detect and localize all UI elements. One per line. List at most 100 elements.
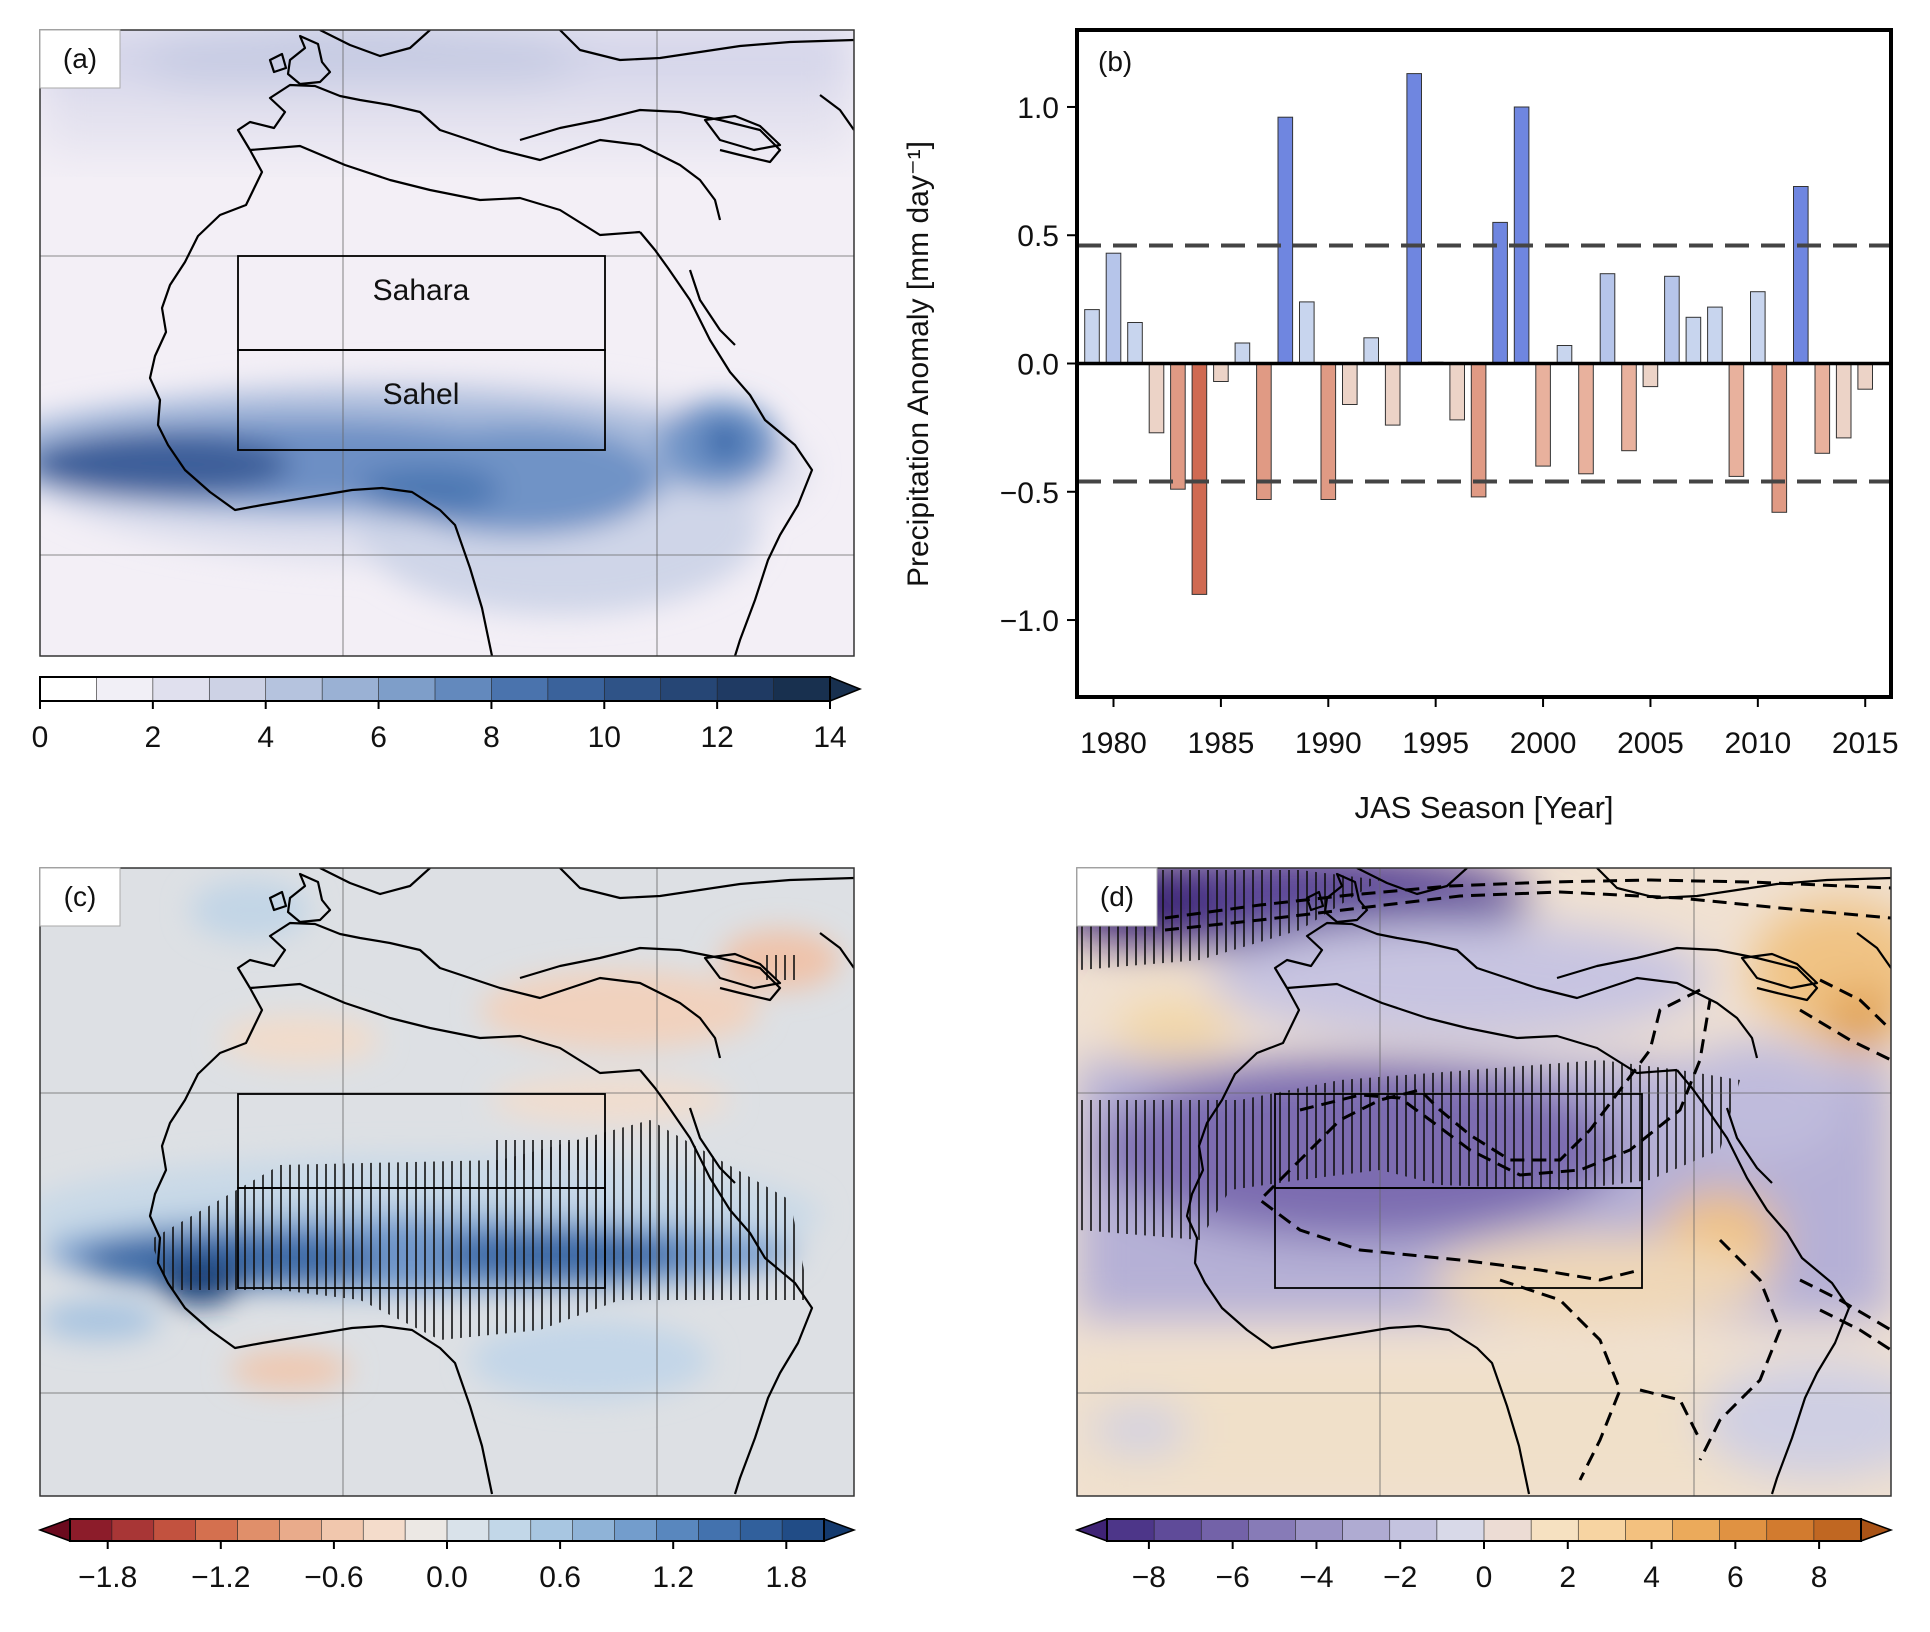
colorbar-cell — [1200, 1518, 1250, 1542]
panel-c-map — [40, 868, 854, 1496]
colorbar-cell — [265, 676, 323, 702]
colorbar-tick-label: 0.6 — [539, 1561, 581, 1594]
x-axis-title: JAS Season [Year] — [1354, 790, 1613, 825]
bar-2004 — [1621, 363, 1637, 452]
bar-2014 — [1835, 363, 1852, 439]
colorbar-cell — [362, 1518, 406, 1542]
panel-b-label: (b) — [1098, 46, 1132, 77]
colorbar-cell — [1106, 1518, 1155, 1542]
bar-1983 — [1170, 363, 1186, 490]
colorbar-cell — [1577, 1518, 1627, 1542]
y-tick-label: 0.0 — [1017, 349, 1059, 382]
bar-2007 — [1685, 316, 1702, 364]
colorbar-tick-label: 14 — [813, 721, 846, 754]
colorbar-tick-label: −0.6 — [304, 1561, 363, 1594]
colorbar-cell — [378, 676, 436, 702]
colorbar-arrow-left — [1074, 1517, 1108, 1543]
bar-1997 — [1470, 363, 1487, 498]
panel-b-frame — [1075, 28, 1893, 699]
bar-2013 — [1814, 363, 1831, 454]
bar-2012 — [1793, 186, 1809, 364]
colorbar-cell — [404, 1518, 448, 1542]
y-tick-label: 1.0 — [1017, 92, 1059, 125]
colorbar-cell — [716, 676, 775, 702]
bar-1989 — [1299, 301, 1315, 364]
colorbar-d: −8 −6 −4 −2 0 2 4 6 8 — [1074, 1517, 1894, 1594]
colorbar-cell — [1389, 1518, 1438, 1542]
x-tick-label: 2000 — [1510, 727, 1577, 760]
bar-1986 — [1234, 342, 1251, 364]
bar-1982 — [1148, 363, 1165, 434]
bar-1987 — [1256, 363, 1272, 500]
bar-2010 — [1750, 291, 1766, 365]
region-label-sahara: Sahara — [373, 274, 470, 307]
panel-c-frame — [39, 867, 855, 1497]
colorbar-tick-label: 0.0 — [426, 1561, 468, 1594]
panel-a: Sahara Sahel (a) 0 2 4 6 8 10 12 14 — [32, 29, 863, 754]
colorbar-cell — [491, 676, 549, 702]
panel-a-map: Sahara Sahel — [40, 30, 854, 656]
colorbar-tick-label: 1.2 — [652, 1561, 694, 1594]
colorbar-cell — [1436, 1518, 1485, 1542]
panel-d-frame — [1076, 867, 1892, 1497]
panel-a-frame — [39, 29, 855, 657]
bar-1980 — [1105, 252, 1122, 364]
bar-1992 — [1363, 337, 1380, 364]
colorbar-cell — [1530, 1518, 1580, 1542]
colorbar-tick-label: 0 — [32, 721, 49, 754]
colorbar-cell — [739, 1518, 783, 1542]
bar-1994 — [1406, 73, 1423, 364]
colorbar-tick-label: −8 — [1132, 1561, 1166, 1594]
colorbar-cell — [773, 676, 831, 702]
colorbar-tick-label: −1.2 — [191, 1561, 250, 1594]
bar-2006 — [1664, 275, 1680, 364]
x-tick-label: 2005 — [1617, 727, 1684, 760]
panel-d: (d) −8 −6 −4 −2 0 2 4 6 8 — [1074, 867, 1894, 1594]
panel-a-label: (a) — [63, 43, 97, 74]
colorbar-cell — [1719, 1518, 1768, 1542]
colorbar-arrow-right — [829, 675, 863, 703]
colorbar-cell — [488, 1518, 532, 1542]
colorbar-arrow-left — [37, 1517, 71, 1543]
colorbar-tick-label: −2 — [1383, 1561, 1417, 1594]
colorbar-arrow-right — [1860, 1517, 1894, 1543]
colorbar-cell — [434, 676, 493, 702]
colorbar-cell — [660, 676, 718, 702]
colorbar-tick-label: 6 — [370, 721, 387, 754]
colorbar-cell — [1672, 1518, 1721, 1542]
panel-b: 1.0 0.5 0.0 −0.5 −1.0 1980 1985 1990 1995 2000 200… — [902, 28, 1899, 825]
colorbar-cell — [152, 676, 211, 702]
colorbar-a: 0 2 4 6 8 10 12 14 — [32, 675, 863, 754]
colorbar-tick-label: 2 — [1559, 1561, 1576, 1594]
colorbar-cell — [446, 1518, 490, 1542]
colorbar-cell — [69, 1518, 113, 1542]
bar-2005 — [1642, 363, 1659, 388]
colorbar-cell — [1813, 1518, 1862, 1542]
colorbar-cell — [1153, 1518, 1203, 1542]
y-axis-title: Precipitation Anomaly [mm day⁻¹] — [902, 141, 935, 587]
panel-d-map — [1077, 868, 1891, 1496]
bar-1985 — [1213, 363, 1229, 382]
bar-1979 — [1084, 309, 1100, 365]
colorbar-tick-label: 8 — [483, 721, 500, 754]
x-tick-label: 2015 — [1832, 727, 1899, 760]
x-tick-label: 1990 — [1295, 727, 1362, 760]
region-label-sahel: Sahel — [383, 378, 460, 411]
bar-1981 — [1127, 322, 1143, 364]
bar-2000 — [1535, 363, 1551, 467]
colorbar-cell — [279, 1518, 323, 1542]
panel-c-label: (c) — [64, 881, 97, 912]
colorbar-cell — [698, 1518, 742, 1542]
colorbar-c: −1.8 −1.2 −0.6 0.0 0.6 1.2 1.8 — [37, 1517, 857, 1594]
x-tick-label: 1985 — [1188, 727, 1255, 760]
colorbar-arrow-right — [823, 1517, 857, 1543]
colorbar-tick-label: −6 — [1216, 1561, 1250, 1594]
colorbar-cell — [1483, 1518, 1532, 1542]
colorbar-tick-label: 0 — [1476, 1561, 1493, 1594]
colorbar-tick-label: 12 — [700, 721, 733, 754]
y-tick-label: 0.5 — [1017, 220, 1059, 253]
colorbar-tick-label: −4 — [1299, 1561, 1333, 1594]
bar-1996 — [1449, 363, 1466, 421]
colorbar-cell — [603, 676, 662, 702]
